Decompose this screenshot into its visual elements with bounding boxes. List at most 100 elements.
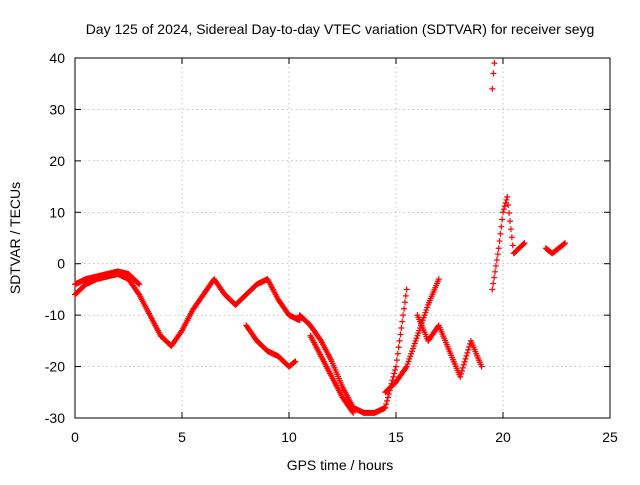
data-point (458, 367, 465, 374)
data-point (435, 276, 442, 283)
data-point (395, 344, 402, 351)
data-point (392, 367, 399, 373)
x-axis-label: GPS time / hours (287, 457, 394, 473)
data-point (500, 206, 507, 213)
data-point (491, 60, 498, 67)
x-tick-label: 15 (388, 429, 404, 445)
series-upper-band (72, 268, 143, 288)
data-point (462, 355, 469, 362)
data-point (136, 281, 143, 288)
data-point (520, 241, 527, 247)
plot-frame (74, 57, 611, 419)
x-tick-label: 5 (178, 429, 186, 445)
y-axis-label: SDTVAR / TECUs (7, 182, 23, 294)
series-scatter-16-18 (414, 312, 485, 380)
data-point (292, 358, 299, 365)
data-point (402, 364, 409, 371)
data-point (521, 240, 528, 247)
data-point (317, 336, 324, 343)
data-point (394, 350, 401, 357)
data-point (498, 223, 505, 230)
series-tail-22-23 (542, 240, 569, 257)
y-tick-label: 40 (49, 50, 65, 66)
data-point (490, 280, 497, 287)
data-point (508, 234, 515, 241)
data-point (384, 397, 391, 404)
series-descent-2 (307, 332, 357, 416)
data-point (506, 210, 513, 217)
data-point (501, 203, 508, 210)
data-points (72, 60, 569, 416)
data-point (489, 286, 496, 293)
data-point (495, 245, 502, 252)
data-point (465, 346, 472, 353)
data-point (494, 251, 501, 258)
data-point (464, 349, 471, 356)
data-point (505, 201, 512, 208)
series-jump-20 (489, 193, 528, 293)
data-point (135, 280, 142, 287)
data-point (400, 312, 407, 319)
data-point (399, 318, 406, 325)
data-point (391, 370, 398, 377)
data-point (503, 196, 510, 203)
data-point (490, 70, 497, 77)
series-spike-19_5 (489, 60, 498, 92)
data-point (458, 370, 465, 377)
y-tick-label: -20 (45, 359, 65, 375)
data-point (398, 325, 405, 331)
data-point (393, 357, 400, 364)
data-point (507, 218, 514, 225)
y-tick-label: 10 (49, 204, 65, 220)
y-tick-label: 30 (49, 101, 65, 117)
data-point (509, 242, 516, 249)
data-point (350, 409, 357, 416)
x-tick-label: 20 (495, 429, 511, 445)
data-point (478, 363, 485, 370)
data-point (562, 240, 569, 247)
data-point (393, 363, 399, 370)
data-point (460, 361, 467, 368)
data-point (403, 286, 410, 293)
data-point (496, 238, 503, 245)
data-point (500, 209, 506, 216)
data-point (402, 292, 409, 299)
data-point (507, 226, 514, 233)
series-lower-arc (243, 322, 299, 370)
data-point (401, 299, 408, 306)
data-point (390, 373, 397, 380)
data-point (491, 274, 498, 281)
data-point (401, 305, 408, 312)
data-point (291, 359, 298, 366)
data-point (461, 358, 468, 365)
data-point (396, 337, 403, 344)
data-point (489, 85, 496, 92)
data-point (497, 230, 504, 237)
axes: 0 5 10 15 20 25 -30 -20 -10 0 10 20 30 40 (45, 50, 618, 445)
data-point (459, 364, 466, 371)
y-tick-label: 0 (57, 256, 65, 272)
x-tick-label: 10 (281, 429, 297, 445)
data-point (382, 404, 389, 411)
data-point (492, 262, 499, 269)
data-point (397, 331, 404, 338)
data-point (383, 401, 390, 408)
data-point (349, 408, 356, 415)
x-tick-label: 0 (71, 429, 79, 445)
chart-title: Day 125 of 2024, Sidereal Day-to-day VTE… (86, 21, 595, 37)
data-point (463, 352, 470, 359)
y-tick-label: -30 (45, 410, 65, 426)
y-tick-label: 20 (49, 153, 65, 169)
data-point (384, 394, 391, 401)
data-point (457, 373, 464, 380)
y-tick-label: -10 (45, 307, 65, 323)
data-point (493, 257, 500, 264)
series-rise-1 (360, 286, 410, 416)
grid (75, 58, 610, 418)
data-point (504, 193, 511, 200)
x-tick-label: 25 (602, 429, 618, 445)
data-point (499, 216, 506, 223)
data-point (561, 240, 568, 247)
